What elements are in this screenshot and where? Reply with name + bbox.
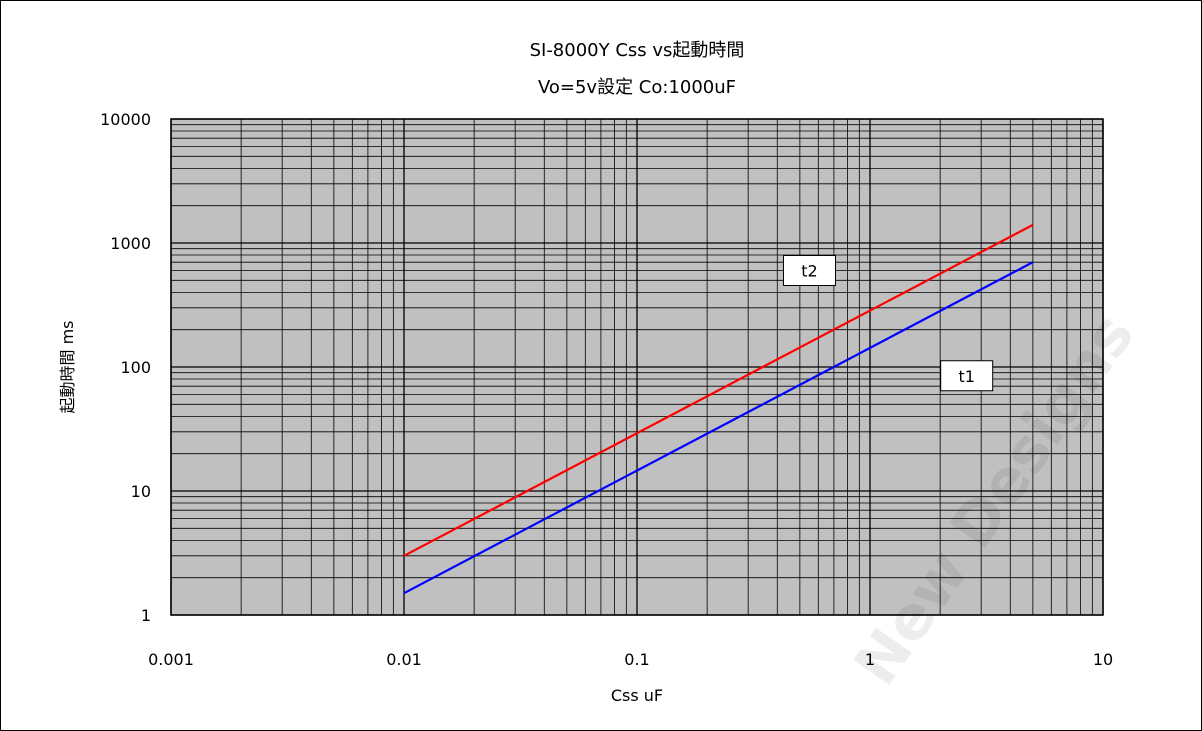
tick-labels: 0.001 0.01 0.1 1 10 1 10 100 1000 10000: [100, 110, 1113, 669]
y-tick-label: 100: [120, 358, 151, 377]
y-tick-label: 1: [141, 606, 151, 625]
y-tick-label: 1000: [110, 234, 151, 253]
x-tick-label: 10: [1093, 650, 1113, 669]
x-tick-label: 0.1: [624, 650, 649, 669]
y-axis-label: 起動時間 ms: [58, 320, 77, 413]
series-label-box-t1: [940, 360, 994, 392]
chart-subtitle: Vo=5v設定 Co:1000uF: [538, 77, 736, 98]
plot-border: [170, 118, 1104, 616]
series-label-box-t2: [783, 255, 837, 287]
series-labels: t2 t1: [783, 255, 994, 392]
y-tick-label: 10: [131, 482, 151, 501]
x-tick-label: 0.01: [386, 650, 422, 669]
chart-title: SI-8000Y Css vs起動時間: [530, 40, 745, 61]
x-tick-label: 0.001: [148, 650, 194, 669]
series-line-t2: [403, 223, 1034, 557]
series-label-t2: t2: [801, 262, 817, 281]
major-grid: [170, 118, 1104, 616]
y-tick-label: 10000: [100, 110, 151, 129]
series-label-t1: t1: [958, 367, 974, 386]
series-group: [403, 223, 1034, 595]
x-tick-label: 1: [865, 650, 875, 669]
series-line-t1: [403, 261, 1034, 595]
x-axis-label: Css uF: [611, 686, 663, 705]
